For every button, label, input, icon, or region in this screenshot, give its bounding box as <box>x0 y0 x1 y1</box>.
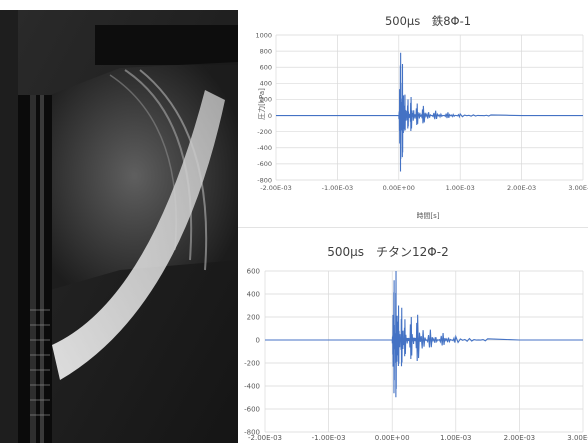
x-tick-label: 3.00E-03 <box>568 184 588 192</box>
y-tick-labels: 600 400 200 0 -200 -400 -600 -800 <box>244 267 260 436</box>
x-tick-label: -1.00E-03 <box>322 184 354 192</box>
y-tick-label: 400 <box>260 80 272 88</box>
y-tick-label: 1000 <box>255 31 272 39</box>
x-tick-label: -2.00E-03 <box>260 184 292 192</box>
y-tick-label: -600 <box>257 160 272 168</box>
y-axis-label: 圧力[kPa] <box>257 88 266 120</box>
y-tick-label: -800 <box>257 176 272 184</box>
y-tick-label: 0 <box>268 112 272 120</box>
x-tick-label: 1.00E-03 <box>440 434 471 442</box>
x-tick-label: 1.00E-03 <box>446 184 475 192</box>
y-tick-label: 200 <box>247 313 260 321</box>
series-lines <box>265 270 583 398</box>
x-tick-label: 0.00E+00 <box>383 184 415 192</box>
y-tick-label: -800 <box>244 428 260 436</box>
y-tick-label: 0 <box>256 336 260 344</box>
x-tick-labels: -2.00E-03 -1.00E-03 0.00E+00 1.00E-03 2.00E-… <box>248 434 588 442</box>
grid-lines <box>264 270 584 433</box>
y-tick-label: 600 <box>247 267 260 275</box>
x-axis-label: 時間[s] <box>416 212 439 220</box>
x-tick-label: -2.00E-03 <box>248 434 282 442</box>
high-speed-photo <box>0 0 238 443</box>
x-tick-label: 2.00E-03 <box>504 434 535 442</box>
y-tick-labels: 1000 800 600 400 200 0 -200 -400 -600 -800 <box>255 31 272 184</box>
pressure-chart-titanium: 500μs チタン12Φ-2 600 400 200 0 -200 -400 -600 -80… <box>244 245 588 442</box>
y-tick-label: -200 <box>244 359 260 367</box>
y-tick-label: -400 <box>257 144 272 152</box>
x-tick-labels: -2.00E-03 -1.00E-03 0.00E+00 1.00E-03 2.00E-… <box>260 184 588 192</box>
y-tick-label: 400 <box>247 290 260 298</box>
pressure-chart-iron: 500μs 鉄8Φ-1 1000 800 600 400 200 0 -200 -400 -60… <box>255 14 588 220</box>
grid-lines <box>275 34 584 181</box>
panel-divider <box>238 227 588 228</box>
y-tick-label: 200 <box>260 96 272 104</box>
y-tick-label: -600 <box>244 405 260 413</box>
x-tick-label: 0.00E+00 <box>375 434 410 442</box>
chart-title: 500μs チタン12Φ-2 <box>327 245 448 259</box>
x-tick-label: 3.00E-03 <box>567 434 588 442</box>
series-lines <box>276 52 583 172</box>
x-tick-label: 2.00E-03 <box>507 184 536 192</box>
y-tick-label: -200 <box>257 128 272 136</box>
y-tick-label: 800 <box>260 47 272 55</box>
x-tick-label: -1.00E-03 <box>312 434 346 442</box>
chart-title: 500μs 鉄8Φ-1 <box>385 14 471 28</box>
y-tick-label: -400 <box>244 382 260 390</box>
pressure-series-line <box>276 52 583 172</box>
y-tick-label: 600 <box>260 64 272 72</box>
pressure-series-line <box>265 270 583 398</box>
